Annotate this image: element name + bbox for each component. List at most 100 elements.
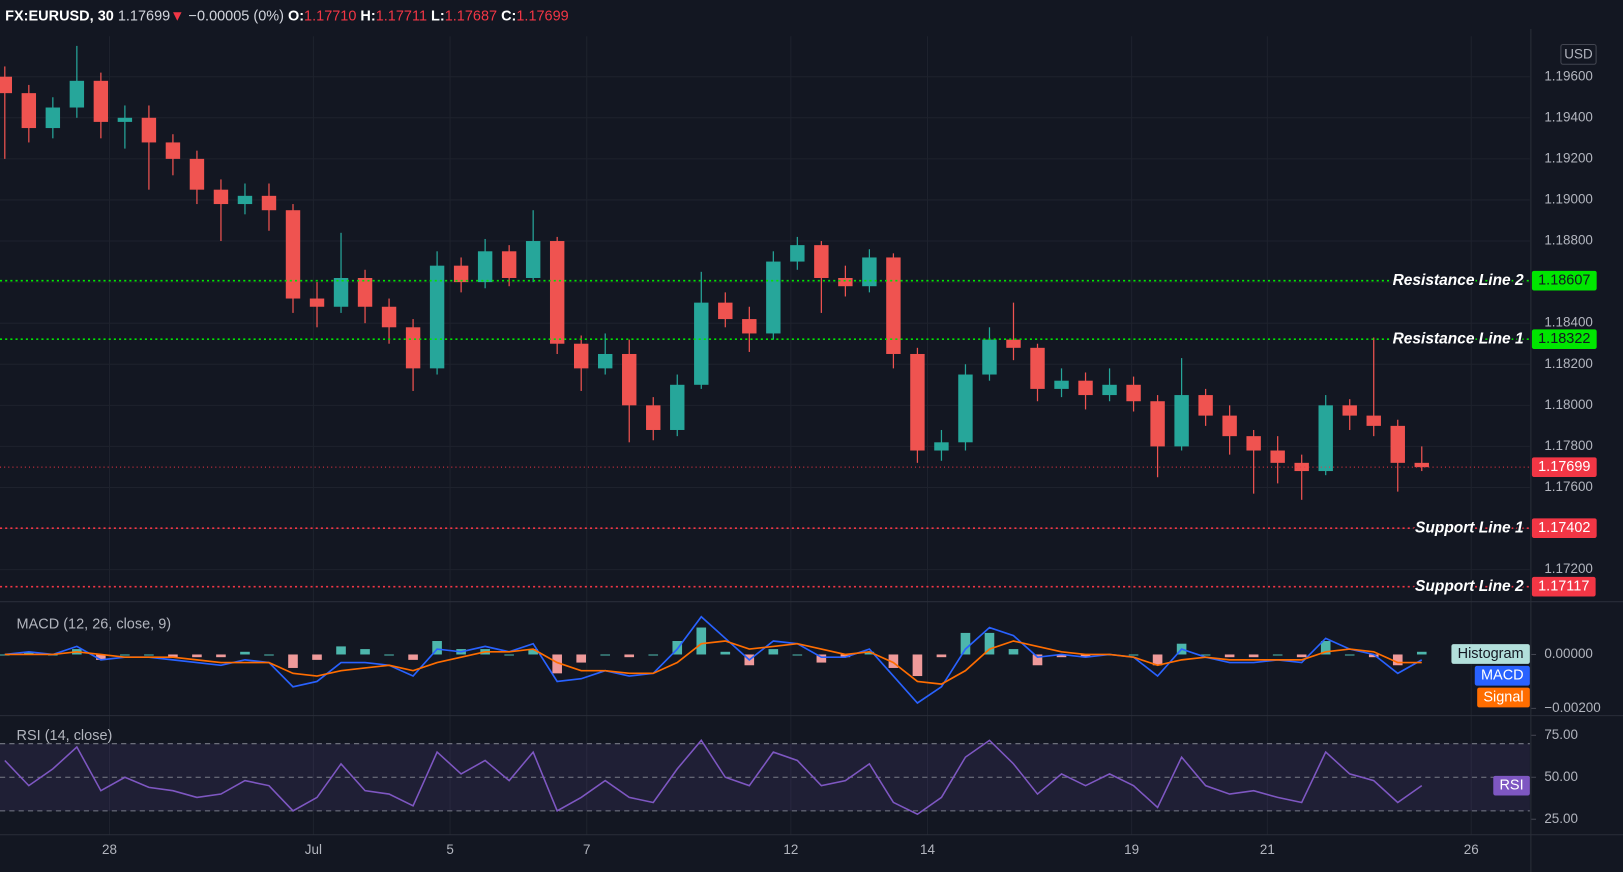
legend-badge [1451,644,1530,664]
candle-body [1318,405,1333,472]
ohlc-key: L: [431,8,445,24]
candle-body [838,277,853,287]
histogram-bar [768,649,779,655]
candle-body [1126,384,1141,402]
candle-body [333,277,349,307]
ohlc-value: 1.17687 [445,8,497,24]
candle-body [982,339,997,375]
histogram-bar [432,641,442,655]
rsi-line [4,739,1423,816]
candle-body [814,245,829,278]
level-badge-label: 1.18607 [1538,272,1590,288]
histogram-bar [384,654,394,656]
y-tick-label: 50.00 [1544,769,1578,784]
ohlc-key: C: [501,8,516,24]
histogram-bar [1344,654,1355,656]
level-badge [1531,270,1597,291]
legend-badge [1474,665,1530,686]
ohlc-value: 1.17699 [516,8,568,24]
candle-body [886,257,901,354]
candle-body [670,384,685,430]
histogram-bar [216,654,226,658]
legend-badge-label: RSI [1499,777,1523,793]
candle-body [573,343,589,369]
legend-badge-label: Histogram [1458,646,1524,662]
candle-body [694,302,709,385]
candle-body [790,245,805,262]
candle-body [501,251,517,278]
y-tick-label: 75.00 [1544,727,1578,742]
histogram-bar [720,651,731,655]
plot-area [0,45,1530,816]
candle-body [1414,462,1429,468]
candle-body [1198,395,1213,416]
histogram-bar [144,654,154,656]
histogram-bar [240,651,250,655]
candle-body [1078,380,1093,396]
candle-body [21,93,37,129]
candle-body [285,210,301,299]
histogram-bar [792,654,803,656]
candle-body [1390,425,1405,463]
candle-body [189,158,205,190]
candle-body [958,374,973,443]
histogram-bar [552,654,562,674]
histogram-bar [1296,654,1307,658]
currency: USD [1564,46,1593,61]
macd-title: MACD (12, 26, close, 9) [17,616,172,632]
y-tick-label: 1.17200 [1544,561,1593,576]
x-tick-label: 7 [583,842,590,857]
x-tick-label: 21 [1260,842,1275,857]
candle-body [165,142,181,159]
histogram-bar [960,632,971,655]
ohlc-key: H: [360,8,375,24]
rsi-title: RSI (14, close) [17,728,113,744]
histogram-bar [1128,654,1139,656]
candle-body [1102,384,1117,396]
candle-body [525,241,541,278]
x-tick-label: Jul [305,842,322,857]
x-tick-label: 26 [1464,842,1479,857]
histogram-bar [912,654,923,677]
candle-body [1006,339,1021,348]
histogram-bar [192,654,202,658]
y-tick-label: 1.19200 [1544,150,1593,165]
histogram-bar [888,654,899,668]
histogram-bar [528,649,538,655]
ohlc-value: 1.17710 [304,8,356,24]
candle-body [598,353,613,369]
histogram-bar [96,654,106,660]
candle-body [766,261,781,334]
histogram-bar [1368,654,1379,658]
histogram-bar [624,654,635,658]
grid [0,36,1537,835]
histogram-bar [1416,651,1427,655]
candle-body [237,195,253,205]
histogram-bar [504,654,514,656]
level-label: Support Line 2 [1415,578,1524,595]
histogram-bar [600,654,611,656]
y-tick-label: 1.18400 [1544,315,1593,330]
candle-body [1030,347,1045,389]
candle-body [453,265,469,283]
overlay: 28Jul5712141921261.172001.174001.176001.… [102,68,1601,857]
x-tick-label: 12 [783,842,798,857]
candle-body [429,265,445,369]
histogram-bar [1152,654,1163,666]
histogram-bar [1392,654,1403,666]
candle-body [646,405,661,430]
y-tick-label: 1.19000 [1544,191,1593,206]
histogram-bar [288,654,298,668]
histogram-bar [1080,654,1091,658]
histogram-bar [840,654,851,658]
ohlc-key: O: [288,8,304,24]
histogram-bar [1248,654,1259,658]
direction: ▼ [170,8,184,24]
x-tick-label: 19 [1124,842,1139,857]
x-tick-label: 28 [102,842,117,857]
candle-body [141,117,157,143]
histogram-bar [336,646,346,655]
histogram-bar [120,654,130,656]
